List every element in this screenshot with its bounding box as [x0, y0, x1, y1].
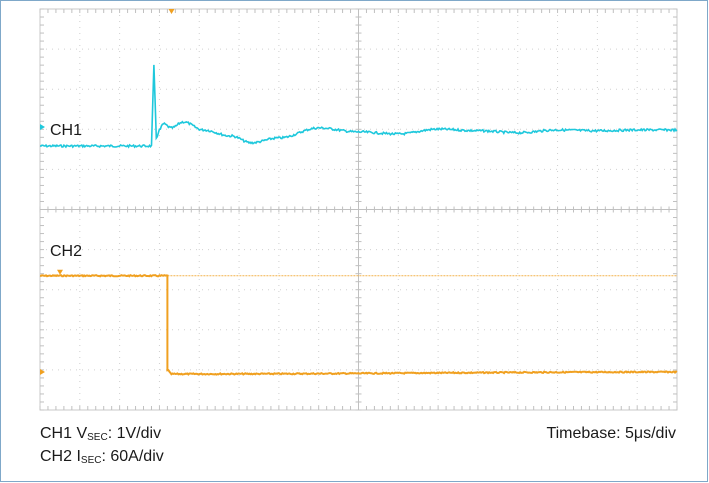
ch2-scale-subscript: SEC [80, 455, 102, 466]
ch2-name: CH2 [40, 448, 73, 465]
ch1-label: CH1 [50, 122, 82, 139]
traces [39, 64, 678, 376]
channel-markers [40, 9, 175, 375]
ch2-scale-symbol: I [76, 448, 81, 465]
ch1-scale-caption: CH1 VSEC: 1V/div [40, 426, 161, 443]
ch1-marker [40, 124, 45, 130]
ch2-level-marker [57, 269, 63, 275]
trigger-marker [168, 9, 175, 14]
ch2-label: CH2 [50, 243, 82, 260]
ch1-trace [39, 64, 678, 149]
ch2-scale-caption: CH2 ISEC: 60A/div [40, 449, 164, 466]
ch1-scale-subscript: SEC [87, 432, 108, 443]
grid [39, 8, 678, 411]
ch1-name: CH1 [40, 425, 73, 442]
timebase-caption: Timebase: 5μs/div [546, 425, 676, 442]
ch2-trace [39, 274, 678, 376]
ch2-marker [40, 369, 45, 375]
ch1-scale-text: : 1V/div [107, 425, 162, 442]
ch1-scale-symbol: V [76, 425, 88, 442]
ch2-scale-text: : 60A/div [101, 448, 164, 465]
